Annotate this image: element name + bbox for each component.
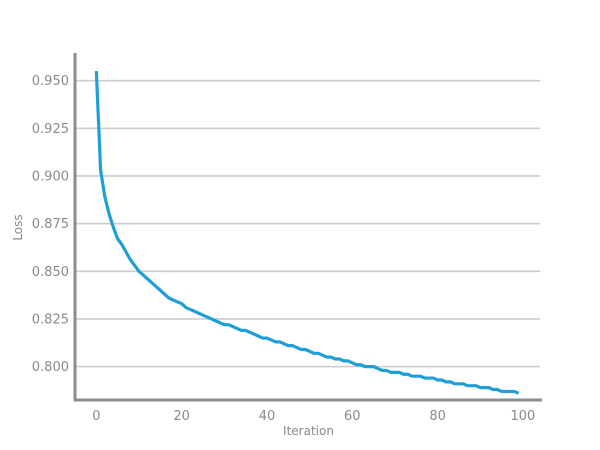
y-tick-labels: 0.800 0.825 0.850 0.875 0.900 0.925 0.950 bbox=[32, 74, 69, 375]
y-tick-label: 0.800 bbox=[32, 360, 69, 375]
x-tick-label: 80 bbox=[429, 409, 446, 424]
y-tick-label: 0.825 bbox=[32, 312, 69, 327]
y-tick-label: 0.875 bbox=[32, 217, 69, 232]
y-tick-label: 0.900 bbox=[32, 169, 69, 184]
x-tick-label: 0 bbox=[92, 409, 100, 424]
x-tick-label: 100 bbox=[511, 409, 536, 424]
y-tick-label: 0.950 bbox=[32, 74, 69, 89]
x-tick-label: 20 bbox=[173, 409, 190, 424]
x-tick-labels: 0 20 40 60 80 100 bbox=[92, 409, 535, 424]
grid-lines bbox=[75, 79, 540, 368]
axes bbox=[73, 53, 542, 402]
series-group bbox=[94, 71, 520, 395]
x-tick-label: 60 bbox=[344, 409, 361, 424]
loss-series-line bbox=[94, 71, 520, 395]
y-axis-label: Loss bbox=[11, 214, 25, 240]
y-tick-label: 0.850 bbox=[32, 265, 69, 280]
x-axis-label: Iteration bbox=[283, 424, 334, 438]
y-tick-label: 0.925 bbox=[32, 122, 69, 137]
x-tick-label: 40 bbox=[259, 409, 276, 424]
